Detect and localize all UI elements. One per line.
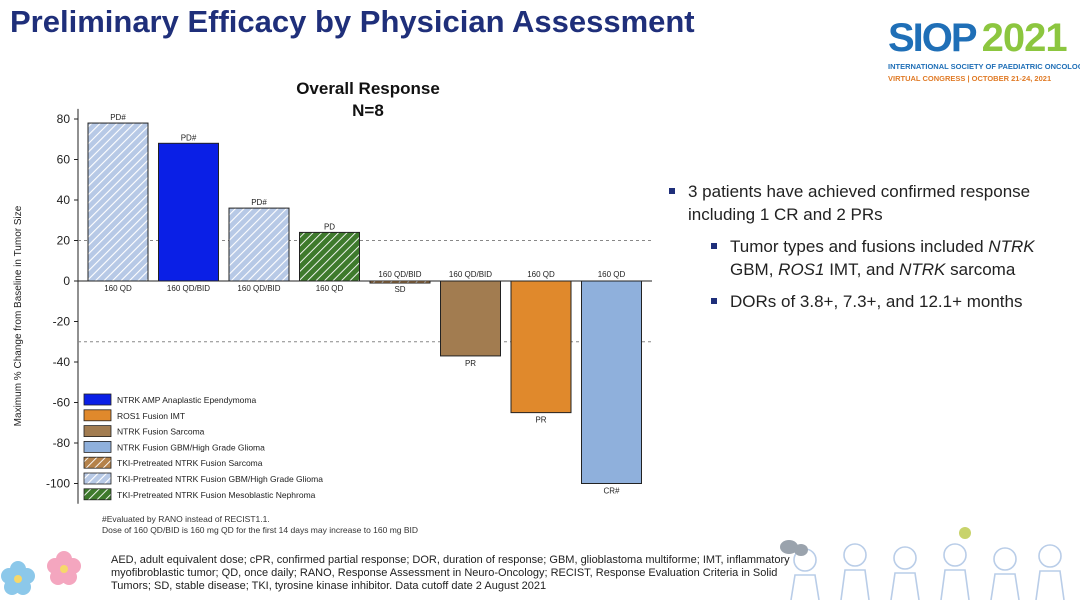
bullet-marker [669, 188, 675, 194]
siop-logo: SIOP 2021 INTERNATIONAL SOCIETY OF PAEDI… [888, 16, 1080, 86]
dose-label: 160 QD/BID [378, 270, 421, 279]
dose-label: 160 QD [598, 270, 626, 279]
dose-label: 160 QD/BID [167, 284, 210, 293]
legend-swatch [83, 456, 112, 469]
bullet-text: Tumor types and fusions included [730, 237, 989, 256]
response-label: CR# [603, 487, 620, 496]
waterfall-bar [158, 142, 219, 282]
waterfall-bar [510, 280, 572, 414]
dose-label: 160 QD [316, 284, 344, 293]
bullet-text: GBM, [730, 260, 779, 279]
legend-swatch [83, 393, 112, 406]
waterfall-bar [369, 280, 431, 284]
y-tick-label: -20 [53, 315, 71, 329]
y-tick-label: 40 [57, 193, 71, 207]
legend-label: TKI-Pretreated NTRK Fusion Sarcoma [117, 458, 263, 468]
bullet-main: 3 patients have achieved confirmed respo… [666, 180, 1076, 226]
bullet-tumor-types: Tumor types and fusions included NTRK GB… [666, 235, 1076, 281]
waterfall-bar [440, 280, 501, 357]
y-tick-label: -80 [53, 436, 71, 450]
bullet-text: sarcoma [945, 260, 1016, 279]
response-label: PD [324, 222, 335, 231]
waterfall-bar [87, 122, 149, 282]
legend-swatch [83, 440, 112, 453]
legend-swatch [83, 425, 112, 438]
bullet-dors-text: DORs of 3.8+, 7.3+, and 12.1+ months [730, 292, 1023, 311]
y-tick-label: -100 [46, 477, 70, 491]
response-label: PD# [110, 113, 126, 122]
legend-label: ROS1 Fusion IMT [117, 411, 185, 421]
response-label: PD# [251, 198, 267, 207]
y-tick-label: 80 [57, 112, 71, 126]
response-label: SD [394, 285, 405, 294]
bullet-gene: NTRK [988, 237, 1035, 256]
response-label: PD# [181, 133, 197, 142]
logo-congress: VIRTUAL CONGRESS | OCTOBER 21-24, 2021 [888, 74, 1052, 83]
flower-decoration-pink [47, 551, 81, 585]
legend-swatch [83, 488, 112, 501]
dose-label: 160 QD [104, 284, 132, 293]
waterfall-bar [228, 207, 290, 282]
y-tick-label: 20 [57, 234, 71, 248]
waterfall-chart: Overall Response N=8 Maximum % Change fr… [13, 79, 652, 504]
legend-swatch [83, 472, 112, 485]
response-label: PR [465, 359, 476, 368]
y-tick-label: 0 [63, 274, 70, 288]
legend-swatch [83, 409, 112, 422]
bullet-gene: NTRK [899, 260, 946, 279]
y-tick-label: 60 [57, 153, 71, 167]
dose-label: 160 QD/BID [449, 270, 492, 279]
bullet-marker [711, 243, 717, 249]
bullet-text: IMT, and [824, 260, 900, 279]
bullet-dors: DORs of 3.8+, 7.3+, and 12.1+ months [666, 290, 1076, 313]
abbreviations-text: AED, adult equivalent dose; cPR, confirm… [111, 554, 790, 592]
y-axis-label: Maximum % Change from Baseline in Tumor … [13, 205, 24, 426]
chart-footnotes: #Evaluated by RANO instead of RECIST1.1.… [102, 514, 418, 536]
legend-label: NTRK Fusion Sarcoma [117, 427, 205, 437]
footnote-rano: #Evaluated by RANO instead of RECIST1.1. [102, 514, 270, 524]
bullet-marker [711, 298, 717, 304]
response-label: PR [535, 416, 546, 425]
logo-society: INTERNATIONAL SOCIETY OF PAEDIATRIC ONCO… [888, 62, 1080, 71]
legend-label: NTRK Fusion GBM/High Grade Glioma [117, 442, 265, 452]
slide-title: Preliminary Efficacy by Physician Assess… [10, 4, 695, 39]
bullet-gene: ROS1 [778, 260, 825, 279]
children-watermark [780, 527, 1065, 600]
footnote-dose: Dose of 160 QD/BID is 160 mg QD for the … [102, 525, 419, 535]
chart-subtitle: N=8 [352, 101, 384, 120]
dose-label: 160 QD/BID [237, 284, 280, 293]
flower-decoration-blue [1, 561, 35, 595]
dose-label: 160 QD [527, 270, 555, 279]
legend-label: TKI-Pretreated NTRK Fusion Mesoblastic N… [117, 490, 316, 500]
waterfall-bar [581, 280, 642, 484]
chart-title: Overall Response [296, 79, 440, 98]
legend-label: NTRK AMP Anaplastic Ependymoma [117, 395, 256, 405]
bullet-main-text: 3 patients have achieved confirmed respo… [688, 182, 1031, 224]
legend-label: TKI-Pretreated NTRK Fusion GBM/High Grad… [117, 474, 323, 484]
logo-siop: SIOP [888, 15, 978, 60]
waterfall-bar [299, 231, 360, 282]
logo-year: 2021 [981, 15, 1068, 60]
y-tick-label: -40 [53, 355, 71, 369]
key-findings: 3 patients have achieved confirmed respo… [666, 180, 1076, 313]
y-tick-label: -60 [53, 396, 71, 410]
